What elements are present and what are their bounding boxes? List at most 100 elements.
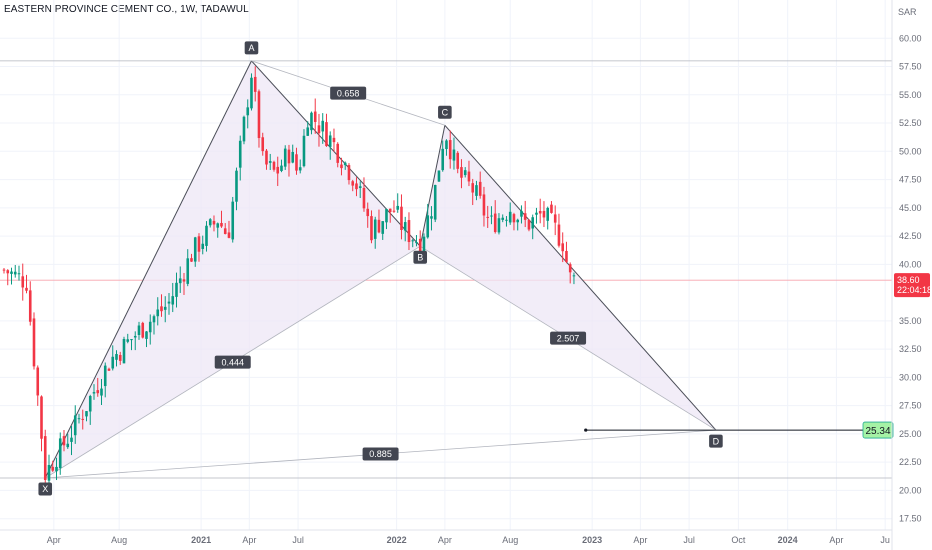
candle-body: [126, 339, 130, 342]
candle-body: [456, 152, 460, 169]
candle-body: [32, 318, 36, 367]
candle-body: [231, 201, 235, 240]
candle-body: [550, 204, 553, 213]
candle-body: [460, 167, 463, 178]
candle-body: [257, 91, 261, 139]
candle-body: [13, 271, 17, 275]
candle-body: [411, 240, 415, 242]
candle-body: [160, 306, 163, 312]
candle-body: [115, 354, 118, 360]
candle-body: [227, 232, 231, 238]
time-axis[interactable]: Apr Aug 2021 Apr Jul 2022 Apr Aug 2023 Apr Jul Oct 2…: [0, 529, 892, 545]
candle-body: [400, 206, 403, 230]
candle-body: [220, 222, 223, 227]
candle-body: [107, 368, 111, 371]
candle-body: [163, 306, 167, 310]
y-tick-label: 50.00: [899, 146, 922, 156]
candle-body: [246, 107, 250, 116]
candle-body: [508, 211, 512, 223]
candle-body: [81, 418, 85, 420]
price-axis[interactable]: 60.00 57.50 55.00 52.50 50.00 47.50 45.00 42.50…: [891, 0, 922, 550]
candle-body: [317, 125, 321, 134]
candle-body: [448, 140, 452, 160]
candle-body: [332, 137, 336, 143]
candle-body: [355, 183, 358, 190]
candle-body: [467, 171, 471, 182]
x-tick-label: Aug: [111, 535, 127, 545]
candle-body: [145, 331, 148, 339]
candle-body: [25, 287, 28, 291]
candle-body: [347, 165, 351, 181]
candle-body: [47, 464, 51, 481]
svg-text:0.885: 0.885: [369, 449, 392, 459]
candle-body: [152, 316, 156, 323]
candle-body: [396, 205, 400, 210]
candle-body: [70, 437, 73, 442]
candle-body: [253, 76, 257, 92]
candle-body: [216, 223, 220, 228]
candle-body: [310, 112, 313, 131]
y-tick-label: 20.00: [899, 485, 922, 495]
svg-text:C: C: [442, 108, 449, 118]
candle-body: [407, 220, 411, 243]
candle-body: [505, 219, 508, 221]
candle-body: [565, 250, 568, 262]
ratio-label: 0.444: [214, 355, 251, 369]
candle-body: [430, 216, 433, 219]
x-tick-label: Ju: [880, 535, 890, 545]
chart-title: EASTERN PROVINCE CEMENT CO., 1W, TADAWUL: [4, 4, 249, 15]
candle-body: [130, 339, 133, 341]
candle-body: [373, 219, 377, 239]
svg-text:0.658: 0.658: [337, 88, 360, 98]
ratio-label: 0.658: [330, 86, 367, 100]
candle-body: [325, 122, 328, 147]
candle-body: [340, 164, 343, 169]
candle-body: [385, 209, 388, 223]
candle-body: [175, 282, 178, 297]
candle-body: [148, 321, 152, 333]
candle-body: [51, 466, 55, 471]
x-tick-label: Apr: [633, 535, 647, 545]
candle-body: [497, 218, 501, 233]
candle-body: [336, 143, 340, 163]
y-tick-label: 25.00: [899, 429, 922, 439]
candle-body: [167, 301, 171, 304]
candle-body: [201, 243, 205, 249]
candle-body: [171, 296, 175, 305]
pattern-leg: [419, 125, 446, 247]
target-price-value: 25.34: [865, 426, 890, 437]
y-tick-label: 45.00: [899, 203, 922, 213]
candle-body: [21, 276, 25, 288]
candle-body: [276, 166, 280, 174]
candle-body: [482, 194, 486, 216]
y-tick-label: 22.50: [899, 457, 922, 467]
y-tick-label: 55.00: [899, 90, 922, 100]
candle-body: [445, 140, 448, 150]
candle-body: [426, 215, 430, 238]
x-tick-label: 2021: [191, 535, 211, 545]
y-tick-label: 30.00: [899, 372, 922, 382]
candle-body: [381, 221, 385, 234]
candle-body: [490, 215, 493, 217]
candle-body: [546, 207, 550, 221]
y-tick-label: 60.00: [899, 33, 922, 43]
candle-body: [212, 220, 216, 225]
svg-text:2.507: 2.507: [557, 333, 580, 343]
candle-body: [328, 135, 332, 147]
x-tick-label: Aug: [502, 535, 518, 545]
pattern-leg: [44, 60, 252, 479]
candle-body: [463, 170, 467, 176]
y-tick-label: 42.50: [899, 231, 922, 241]
candle-body: [62, 436, 66, 446]
candle-body: [538, 210, 542, 214]
candle-body: [88, 396, 92, 412]
candle-body: [452, 149, 456, 161]
candle-body: [156, 309, 160, 317]
y-tick-label: 47.50: [899, 175, 922, 185]
ratio-label: 0.885: [362, 447, 399, 461]
target-line-start: [584, 428, 588, 432]
candle-body: [43, 436, 47, 480]
candle-body: [238, 140, 242, 168]
candle-body: [118, 354, 122, 361]
